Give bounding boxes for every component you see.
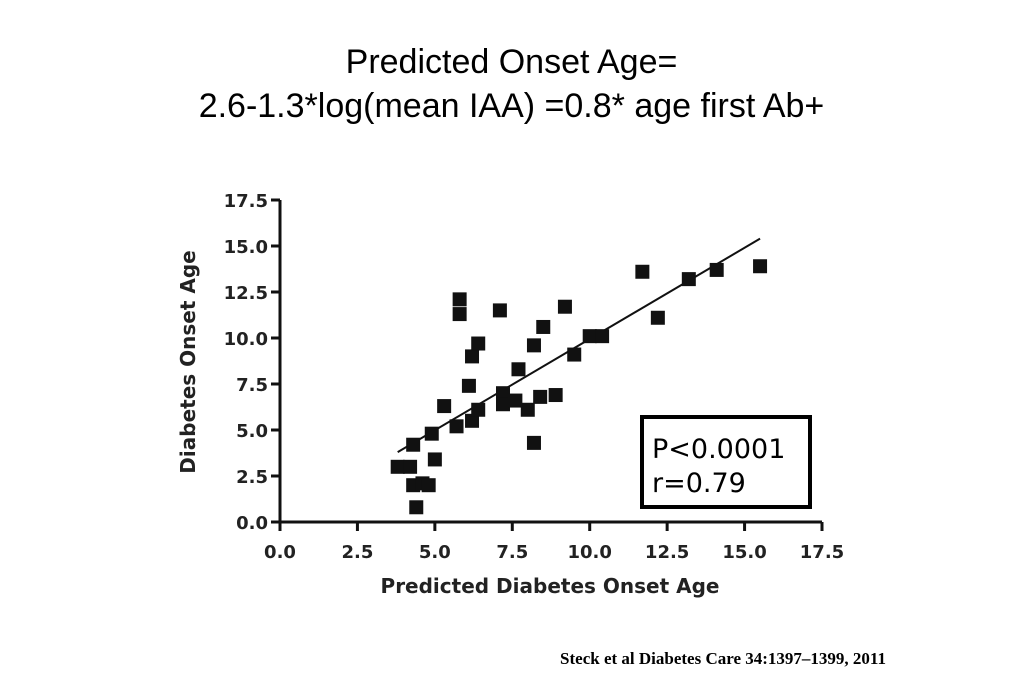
x-axis-label: Predicted Diabetes Onset Age <box>381 574 720 598</box>
y-tick-label: 0.0 <box>236 513 268 534</box>
y-tick-label: 5.0 <box>236 421 268 442</box>
regression-line <box>397 237 761 453</box>
data-point <box>582 329 597 344</box>
data-point <box>536 319 551 334</box>
data-point <box>403 459 418 474</box>
data-point <box>437 399 452 414</box>
data-point <box>650 310 665 325</box>
y-tick-label: 12.5 <box>224 283 268 304</box>
y-axis-label: Diabetes Onset Age <box>176 250 200 473</box>
citation: Steck et al Diabetes Care 34:1397–1399, … <box>560 649 886 668</box>
data-point <box>557 299 572 314</box>
y-tick-label: 17.5 <box>224 191 268 212</box>
y-tick-label: 10.0 <box>224 329 268 350</box>
data-point <box>492 303 507 318</box>
stats-annotation: P<0.0001 r=0.79 <box>640 415 812 509</box>
data-point <box>495 397 510 412</box>
x-tick-label: 0.0 <box>264 542 296 563</box>
data-point <box>471 336 486 351</box>
data-point <box>449 419 464 434</box>
data-point <box>526 338 541 353</box>
data-point <box>511 362 526 377</box>
data-point <box>567 347 582 362</box>
y-tick-label: 15.0 <box>224 237 268 258</box>
slide-title: Predicted Onset Age= 2.6-1.3*log(mean IA… <box>0 40 1023 128</box>
data-point <box>681 272 696 287</box>
data-point <box>508 393 523 408</box>
p-value-label: P<0.0001 <box>652 434 785 465</box>
x-tick-label: 5.0 <box>419 542 451 563</box>
x-tick-label: 2.5 <box>341 542 373 563</box>
y-tick-label: 7.5 <box>236 375 268 396</box>
data-point <box>495 386 510 401</box>
data-point <box>409 500 424 515</box>
slide-title-line-1: Predicted Onset Age= <box>345 43 678 81</box>
data-point <box>526 435 541 450</box>
x-tick-label: 12.5 <box>645 542 689 563</box>
y-tick-label: 2.5 <box>236 467 268 488</box>
data-point <box>520 402 535 417</box>
data-point <box>471 402 486 417</box>
x-tick-label: 10.0 <box>568 542 612 563</box>
data-point <box>465 413 480 428</box>
data-point <box>424 426 439 441</box>
data-point <box>452 292 467 307</box>
data-point <box>753 259 768 274</box>
data-point <box>709 262 724 277</box>
x-tick-label: 7.5 <box>496 542 528 563</box>
data-point <box>635 264 650 279</box>
data-point <box>427 452 442 467</box>
data-point <box>390 459 405 474</box>
data-point <box>406 437 421 452</box>
stats-annotation-box <box>640 415 812 509</box>
chart-axes: 0.0 2.5 5.0 7.5 10.0 12.5 15.0 17.5 0.0 2.5 5.0 7.5… <box>224 191 845 563</box>
data-point <box>452 307 467 322</box>
x-tick-label: 15.0 <box>722 542 766 563</box>
data-point <box>461 378 476 393</box>
slide-title-line-2: 2.6-1.3*log(mean IAA) =0.8* age first Ab… <box>198 87 825 125</box>
x-tick-label: 17.5 <box>800 542 844 563</box>
data-points <box>390 259 768 515</box>
regression-line-group <box>397 237 761 453</box>
data-point <box>465 349 480 364</box>
data-point <box>548 388 563 403</box>
r-value-label: r=0.79 <box>652 468 746 499</box>
data-point <box>533 389 548 404</box>
data-point <box>421 478 436 493</box>
data-point <box>595 329 610 344</box>
